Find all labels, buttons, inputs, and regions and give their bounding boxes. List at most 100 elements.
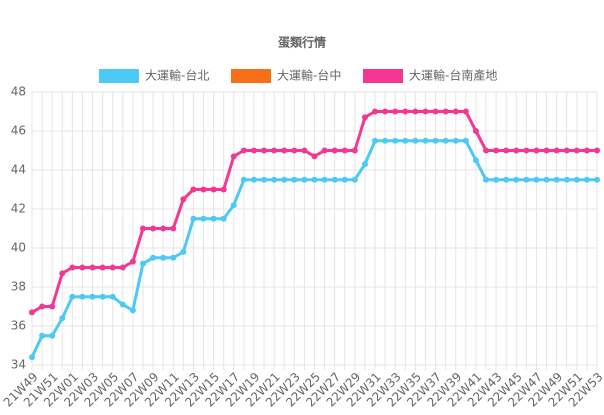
- data-point: [89, 293, 96, 300]
- data-point: [281, 147, 288, 154]
- data-point: [351, 147, 358, 154]
- y-tick-label: 48: [11, 85, 26, 99]
- data-point: [472, 128, 479, 134]
- data-point: [594, 147, 600, 154]
- y-tick-label: 46: [11, 124, 26, 138]
- data-point: [462, 108, 469, 115]
- data-point: [170, 225, 177, 232]
- legend-swatch: [231, 69, 271, 83]
- data-point: [200, 186, 207, 193]
- data-point: [170, 254, 177, 261]
- data-point: [39, 303, 46, 310]
- data-point: [311, 176, 318, 183]
- data-point: [432, 137, 439, 144]
- legend-swatch: [99, 69, 139, 83]
- data-point: [160, 254, 167, 261]
- data-point: [361, 114, 368, 121]
- data-point: [452, 108, 459, 115]
- data-point: [109, 264, 116, 271]
- data-point: [210, 186, 217, 193]
- data-point: [493, 147, 500, 154]
- data-point: [503, 147, 510, 154]
- data-point: [442, 108, 449, 115]
- data-point: [583, 147, 590, 154]
- data-point: [402, 108, 409, 115]
- data-point: [483, 176, 490, 183]
- data-point: [422, 137, 429, 144]
- data-point: [291, 176, 298, 183]
- data-point: [180, 196, 187, 203]
- data-point: [553, 176, 560, 183]
- data-point: [139, 225, 146, 232]
- legend-label: 大運輸-台中: [277, 68, 341, 83]
- data-point: [160, 225, 167, 232]
- data-point: [341, 147, 348, 154]
- data-point: [180, 248, 187, 255]
- data-point: [523, 176, 530, 183]
- data-point: [49, 303, 56, 310]
- data-point: [331, 176, 338, 183]
- data-point: [261, 176, 268, 183]
- data-point: [432, 108, 439, 115]
- data-point: [372, 108, 379, 115]
- data-point: [331, 147, 338, 154]
- legend-label: 大運輸-台南產地: [409, 68, 497, 83]
- data-point: [321, 176, 328, 183]
- data-point: [240, 147, 247, 154]
- data-point: [493, 176, 500, 183]
- data-point: [301, 176, 308, 183]
- data-point: [220, 215, 227, 222]
- data-point: [69, 293, 76, 300]
- data-point: [59, 270, 66, 277]
- data-point: [129, 307, 136, 314]
- data-point: [543, 147, 550, 154]
- data-point: [99, 293, 106, 300]
- data-point: [200, 215, 207, 222]
- data-point: [402, 137, 409, 144]
- data-point: [553, 147, 560, 154]
- data-point: [513, 176, 520, 183]
- data-point: [79, 293, 86, 300]
- data-point: [543, 176, 550, 183]
- data-point: [422, 108, 429, 115]
- data-point: [341, 176, 348, 183]
- data-point: [29, 309, 35, 316]
- data-point: [472, 157, 479, 164]
- legend-label: 大運輸-台北: [145, 68, 209, 83]
- data-point: [442, 137, 449, 144]
- data-point: [49, 332, 56, 339]
- data-point: [563, 147, 570, 154]
- data-point: [39, 332, 46, 339]
- data-point: [190, 215, 197, 222]
- data-point: [240, 176, 247, 183]
- data-point: [150, 254, 157, 261]
- y-tick-label: 38: [11, 280, 26, 294]
- data-point: [271, 147, 278, 154]
- data-point: [230, 153, 237, 160]
- data-point: [382, 137, 389, 144]
- data-point: [412, 137, 419, 144]
- data-point: [392, 137, 399, 144]
- data-point: [59, 315, 66, 322]
- data-point: [190, 186, 197, 193]
- data-point: [503, 176, 510, 183]
- data-point: [523, 147, 530, 154]
- data-point: [139, 260, 146, 267]
- data-point: [250, 147, 257, 154]
- data-point: [483, 147, 490, 154]
- data-point: [573, 147, 580, 154]
- y-tick-label: 44: [11, 163, 26, 177]
- data-point: [150, 225, 157, 232]
- data-point: [452, 137, 459, 144]
- data-point: [301, 147, 308, 154]
- data-point: [79, 264, 86, 271]
- data-point: [129, 258, 136, 265]
- data-point: [220, 186, 227, 193]
- data-point: [89, 264, 96, 271]
- y-tick-label: 40: [11, 241, 26, 255]
- y-tick-label: 36: [11, 319, 26, 333]
- data-point: [271, 176, 278, 183]
- data-point: [583, 176, 590, 183]
- y-tick-label: 34: [11, 358, 26, 372]
- data-point: [594, 176, 600, 183]
